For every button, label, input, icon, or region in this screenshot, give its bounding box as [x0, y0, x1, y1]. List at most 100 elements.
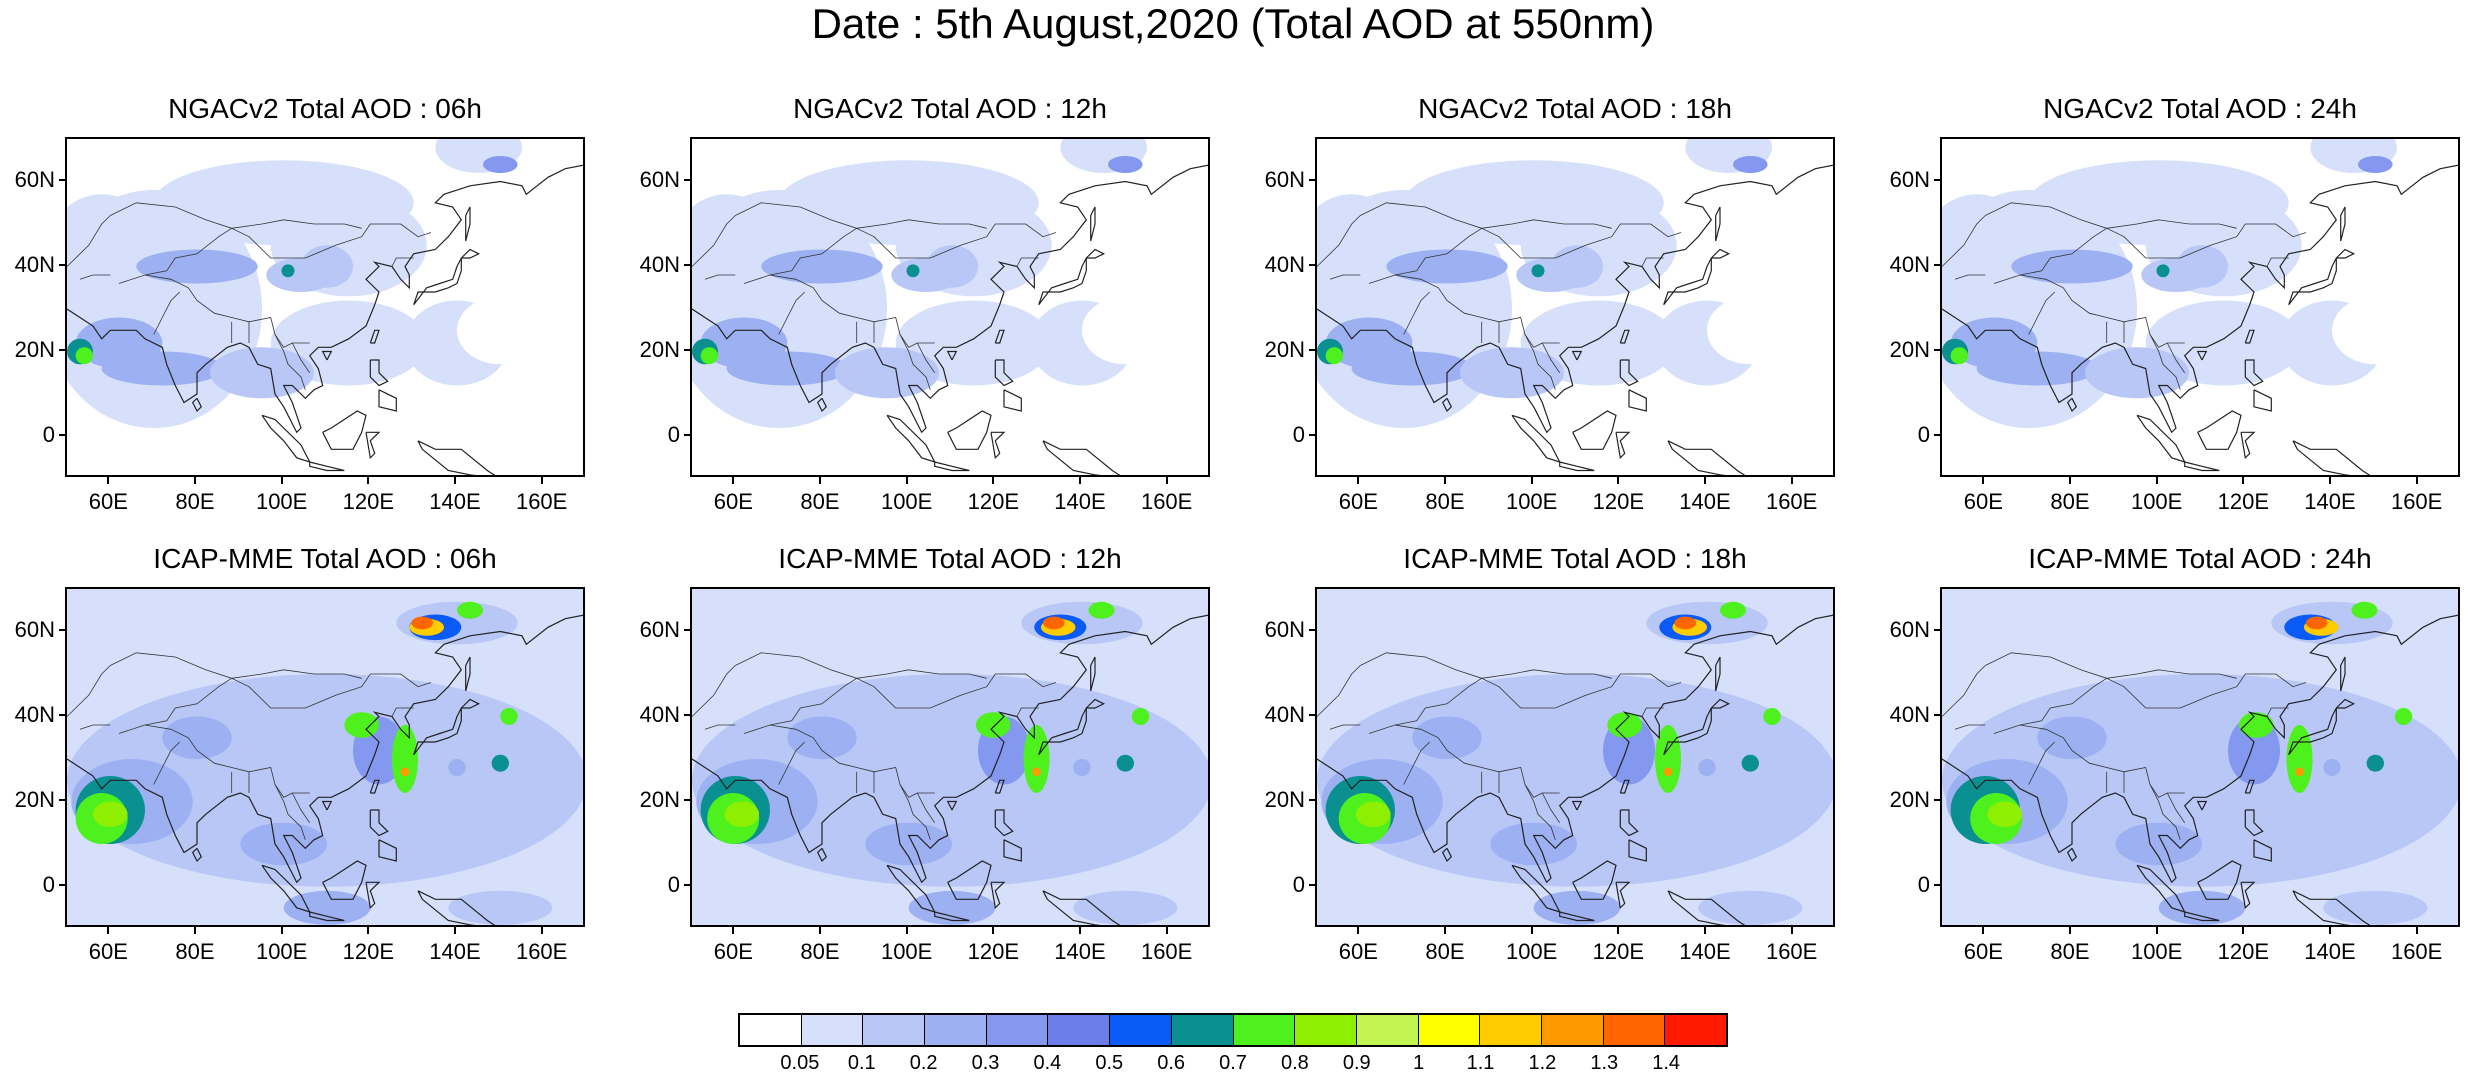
lon-tick	[1704, 477, 1706, 484]
map-panel-3	[1315, 137, 1835, 477]
lon-tick	[280, 477, 283, 484]
coastline	[2136, 414, 2186, 464]
aod-patch	[1942, 194, 2029, 297]
lon-tick	[1790, 477, 1793, 484]
aod-patch	[448, 759, 466, 776]
border	[1016, 257, 1039, 267]
lon-tick-label: 100E	[880, 939, 933, 964]
lon-tick-label: 140E	[1054, 489, 1106, 514]
aod-patch	[1741, 754, 1759, 772]
lon-tick	[540, 927, 543, 934]
lat-tick-label: 0	[1292, 421, 1305, 447]
coastline	[1441, 847, 1453, 863]
coastline	[2244, 809, 2264, 837]
aod-patch	[2306, 616, 2328, 630]
coastline	[460, 698, 481, 709]
aod-patch	[1073, 890, 1178, 925]
aod-patch	[491, 754, 509, 772]
coastline	[2335, 248, 2356, 259]
border	[2028, 741, 2055, 785]
lat-tick	[1309, 713, 1315, 716]
country-borders	[1942, 652, 2307, 840]
lon-tick	[1982, 927, 1985, 934]
colorbar-label: 0.7	[1219, 1052, 1247, 1074]
coastline	[1511, 864, 1561, 914]
border	[67, 665, 111, 717]
aod-patch	[2115, 822, 2202, 866]
panel-title: ICAP-MME Total AOD : 12h	[778, 543, 1122, 574]
coastline	[322, 410, 367, 450]
colorbar-label: 0.8	[1280, 1052, 1309, 1074]
lat-tick-label: 0	[667, 421, 680, 447]
lat-tick	[59, 433, 65, 436]
border	[1641, 707, 1664, 717]
coastline	[2340, 206, 2346, 242]
colorbar-label: 0.9	[1342, 1052, 1371, 1074]
lon-tick	[1790, 927, 1793, 934]
coastline	[1317, 614, 1833, 884]
coastline	[365, 431, 381, 460]
aod-patch	[975, 712, 1011, 738]
border	[1541, 342, 1561, 374]
lon-tick-label: 160E	[2390, 489, 2443, 514]
border	[110, 652, 362, 679]
coastline	[1003, 389, 1022, 412]
border	[79, 724, 111, 730]
lat-tick-label: 40N	[1264, 251, 1305, 277]
aod-patch	[1531, 264, 1545, 278]
aod-patch	[1032, 767, 1041, 777]
coastline	[1628, 839, 1647, 862]
coastline	[990, 431, 1006, 460]
lon-tick	[1165, 477, 1168, 484]
aod-patch	[448, 890, 553, 925]
border	[153, 291, 180, 335]
lat-tick-label: 60N	[639, 166, 680, 192]
lon-tick-label: 120E	[967, 489, 1020, 514]
colorbar-swatch	[1233, 1015, 1296, 1045]
border	[1524, 334, 1556, 390]
aod-patch	[2332, 296, 2419, 365]
colorbar-label: 1.1	[1466, 1052, 1495, 1074]
coastline	[1619, 329, 1630, 344]
lon-tick-label: 100E	[1505, 939, 1558, 964]
border	[1524, 784, 1556, 840]
lat-tick	[684, 883, 690, 886]
lon-tick-label: 100E	[880, 489, 933, 514]
lon-tick-label: 140E	[1679, 489, 1731, 514]
aod-field	[1942, 589, 2458, 925]
coastlines	[1942, 614, 2458, 925]
coastline	[2335, 698, 2356, 709]
border	[1993, 274, 2185, 348]
aod-patch	[1043, 616, 1065, 630]
coastline	[1511, 414, 1561, 464]
lat-tick	[1934, 178, 1940, 181]
lon-tick	[1444, 477, 1446, 484]
aod-patch	[724, 801, 760, 828]
coastlines	[67, 164, 583, 475]
aod-patch	[1763, 708, 1781, 725]
aod-patch	[483, 156, 518, 173]
panel-title: ICAP-MME Total AOD : 24h	[2028, 543, 2372, 574]
lon-tick	[1530, 927, 1533, 934]
coastline	[1619, 809, 1639, 837]
coastline	[1663, 707, 1712, 756]
colorbar-label: 0.1	[847, 1052, 876, 1074]
border	[2266, 707, 2289, 717]
border	[274, 784, 306, 840]
panel-title: ICAP-MME Total AOD : 18h	[1403, 543, 1747, 574]
coastline	[2066, 397, 2078, 413]
lat-tick-label: 40N	[1264, 701, 1305, 727]
border	[1317, 665, 1361, 717]
aod-patch	[2156, 264, 2170, 278]
aod-patch	[93, 801, 128, 828]
lat-tick	[1309, 883, 1315, 886]
aod-patch	[1707, 296, 1794, 365]
lon-tick	[1982, 477, 1985, 484]
lon-tick-label: 140E	[1054, 939, 1106, 964]
lon-tick	[1444, 927, 1446, 934]
aod-patch	[457, 296, 544, 365]
coastline	[1615, 431, 1631, 460]
coastline	[369, 779, 380, 794]
lat-tick-label: 0	[1917, 421, 1930, 447]
aod-patch	[1663, 767, 1673, 777]
